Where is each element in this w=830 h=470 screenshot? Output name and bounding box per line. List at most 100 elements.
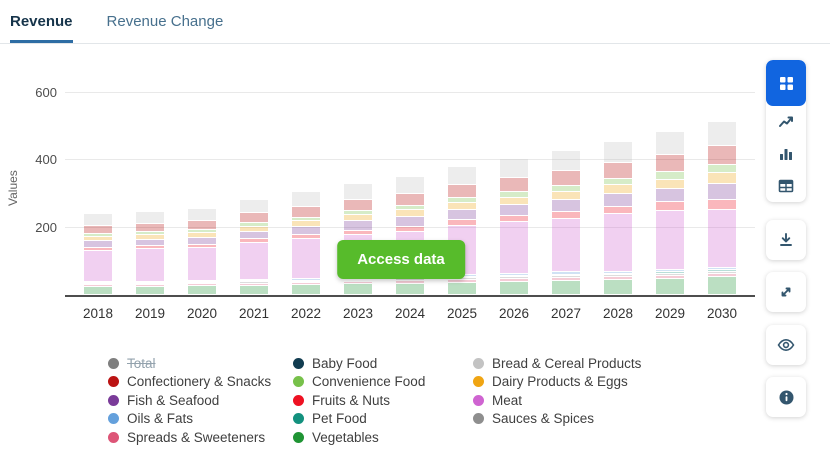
bar-segment[interactable] [240,279,268,282]
stacked-bar-2029[interactable] [656,131,684,295]
legend-item-baby-food[interactable]: Baby Food [293,354,473,373]
legend-item-vegetables[interactable]: Vegetables [293,428,473,447]
bar-segment[interactable] [240,213,268,224]
bar-segment[interactable] [604,280,632,295]
bar-segment[interactable] [240,243,268,280]
stacked-bar-2019[interactable] [136,210,164,295]
bar-segment[interactable] [188,209,216,222]
table-view-button[interactable] [766,170,806,202]
bar-segment[interactable] [396,283,424,295]
bar-segment[interactable] [136,211,164,224]
bar-segment[interactable] [552,276,580,279]
bar-segment[interactable] [552,199,580,213]
bar-segment[interactable] [136,232,164,236]
bar-segment[interactable] [604,275,632,278]
bar-segment[interactable] [500,222,528,275]
bar-segment[interactable] [188,283,216,285]
bar-segment[interactable] [552,274,580,277]
bar-segment[interactable] [240,199,268,214]
stacked-bar-2028[interactable] [604,140,632,295]
bar-segment[interactable] [604,185,632,194]
bar-segment[interactable] [188,280,216,283]
bar-segment[interactable] [84,241,112,249]
bar-segment[interactable] [604,193,632,207]
bar-segment[interactable] [344,184,372,200]
bar-segment[interactable] [396,176,424,178]
bar-segment[interactable] [240,283,268,286]
bar-segment[interactable] [708,199,736,210]
bar-segment[interactable] [500,178,528,193]
bar-segment[interactable] [188,284,216,287]
bar-segment[interactable] [344,211,372,216]
bar-segment[interactable] [656,131,684,133]
bar-segment[interactable] [292,280,320,282]
bar-segment[interactable] [396,281,424,284]
bar-segment[interactable] [708,173,736,184]
bar-segment[interactable] [344,199,372,212]
bar-segment[interactable] [552,278,580,281]
bar-segment[interactable] [604,206,632,215]
bar-segment[interactable] [448,209,476,221]
expand-button[interactable] [766,272,806,312]
bar-segment[interactable] [188,248,216,281]
bar-segment[interactable] [292,281,320,283]
stacked-bar-2020[interactable] [188,208,216,295]
legend-item-total[interactable]: Total [108,354,293,373]
blocks-view-button[interactable] [766,60,806,106]
bar-segment[interactable] [396,205,424,211]
bar-segment[interactable] [292,221,320,227]
tab-revenue-change[interactable]: Revenue Change [106,13,224,30]
bar-segment[interactable] [396,226,424,232]
bar-segment[interactable] [240,198,268,200]
bar-segment[interactable] [136,249,164,282]
bar-segment[interactable] [136,284,164,287]
bar-segment[interactable] [396,216,424,227]
bar-segment[interactable] [188,208,216,210]
bar-segment[interactable] [292,217,320,222]
bar-segment[interactable] [136,281,164,283]
bar-segment[interactable] [344,215,372,222]
bar-segment[interactable] [136,210,164,212]
bar-segment[interactable] [656,188,684,203]
bar-segment[interactable] [84,237,112,242]
eye-button[interactable] [766,325,806,365]
download-button[interactable] [766,220,806,260]
bar-segment[interactable] [396,177,424,194]
legend-item-fish-seafood[interactable]: Fish & Seafood [108,391,293,410]
bar-segment[interactable] [552,212,580,220]
bar-segment[interactable] [500,277,528,280]
legend-item-fruits-nuts[interactable]: Fruits & Nuts [293,391,473,410]
bar-segment[interactable] [500,204,528,217]
bar-segment[interactable] [240,282,268,284]
bar-segment[interactable] [292,191,320,193]
stacked-bar-2027[interactable] [552,149,580,295]
bar-segment[interactable] [84,281,112,284]
bar-segment[interactable] [500,279,528,282]
bar-segment[interactable] [344,279,372,281]
bar-segment[interactable] [188,230,216,234]
info-button[interactable] [766,377,806,417]
bar-segment[interactable] [396,210,424,217]
stacked-bar-2021[interactable] [240,198,268,295]
bar-segment[interactable] [656,210,684,270]
bar-segment[interactable] [84,283,112,285]
bar-segment[interactable] [448,165,476,167]
bar-segment[interactable] [292,278,320,281]
bar-segment[interactable] [136,282,164,284]
bar-segment[interactable] [552,149,580,151]
bar-segment[interactable] [552,191,580,200]
bar-segment[interactable] [84,214,112,226]
bar-segment[interactable] [656,179,684,189]
bar-segment[interactable] [552,219,580,273]
bar-segment[interactable] [344,280,372,282]
bar-segment[interactable] [136,235,164,240]
bar-segment[interactable] [448,278,476,281]
legend-item-bread-cereal-products[interactable]: Bread & Cereal Products [473,354,641,373]
bar-segment[interactable] [604,140,632,142]
bar-segment[interactable] [240,226,268,232]
bar-segment[interactable] [396,279,424,282]
bar-segment[interactable] [604,274,632,276]
bar-segment[interactable] [500,274,528,277]
bar-segment[interactable] [500,197,528,205]
bar-segment[interactable] [604,214,632,272]
